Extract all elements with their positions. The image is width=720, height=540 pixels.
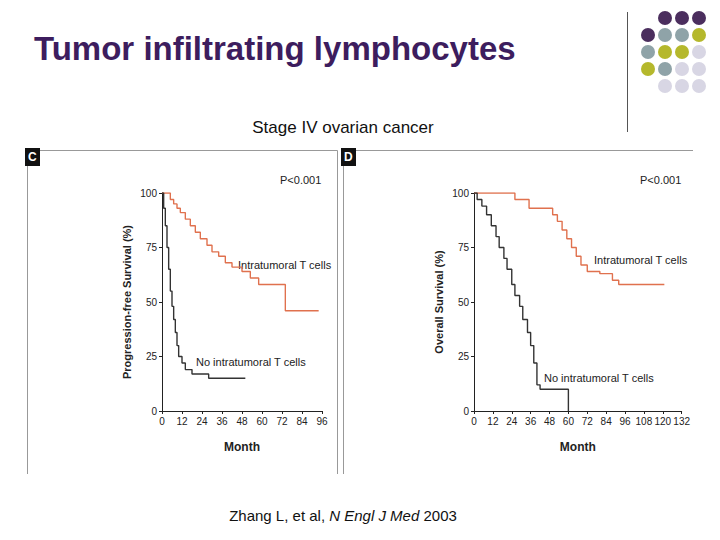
svg-text:96: 96	[316, 416, 328, 427]
svg-text:108: 108	[636, 416, 653, 427]
svg-text:75: 75	[146, 242, 158, 253]
svg-text:72: 72	[276, 416, 288, 427]
svg-text:P<0.001: P<0.001	[640, 174, 681, 186]
svg-text:Intratumoral T cells: Intratumoral T cells	[594, 254, 688, 266]
svg-text:60: 60	[563, 416, 575, 427]
svg-text:132: 132	[673, 416, 690, 427]
svg-text:No intratumoral T cells: No intratumoral T cells	[196, 356, 306, 368]
svg-text:12: 12	[487, 416, 499, 427]
svg-text:Progression-free Survival (%): Progression-free Survival (%)	[121, 225, 133, 379]
svg-text:84: 84	[296, 416, 308, 427]
svg-text:25: 25	[146, 351, 158, 362]
svg-text:0: 0	[151, 406, 157, 417]
svg-text:P<0.001: P<0.001	[280, 174, 321, 186]
svg-text:48: 48	[236, 416, 248, 427]
svg-text:D: D	[344, 150, 353, 164]
svg-text:100: 100	[140, 188, 157, 199]
svg-text:96: 96	[619, 416, 631, 427]
svg-text:12: 12	[176, 416, 188, 427]
svg-text:25: 25	[458, 351, 470, 362]
svg-text:Month: Month	[224, 440, 260, 454]
svg-text:60: 60	[256, 416, 268, 427]
svg-text:120: 120	[654, 416, 671, 427]
svg-text:No intratumoral T cells: No intratumoral T cells	[544, 372, 654, 384]
svg-text:50: 50	[146, 297, 158, 308]
svg-text:24: 24	[196, 416, 208, 427]
svg-text:0: 0	[471, 416, 477, 427]
svg-text:Overall Survival (%): Overall Survival (%)	[433, 250, 445, 354]
svg-text:0: 0	[159, 416, 165, 427]
svg-text:24: 24	[506, 416, 518, 427]
svg-text:36: 36	[216, 416, 228, 427]
svg-text:36: 36	[525, 416, 537, 427]
svg-text:0: 0	[463, 406, 469, 417]
html-text:Stage IV ovarian cancer: Stage IV ovarian cancer	[252, 118, 434, 137]
svg-text:C: C	[28, 150, 37, 164]
html-text:Zhang L, et al, N Engl J Med 2: Zhang L, et al, N Engl J Med 2003	[229, 507, 457, 524]
svg-text:84: 84	[601, 416, 613, 427]
svg-text:75: 75	[458, 242, 470, 253]
svg-text:50: 50	[458, 297, 470, 308]
svg-text:Month: Month	[560, 440, 596, 454]
svg-text:48: 48	[544, 416, 556, 427]
html-text:Tumor infiltrating lymphocytes: Tumor infiltrating lymphocytes	[34, 30, 516, 67]
svg-text:100: 100	[452, 188, 469, 199]
svg-text:Intratumoral T cells: Intratumoral T cells	[238, 259, 332, 271]
svg-text:72: 72	[582, 416, 594, 427]
